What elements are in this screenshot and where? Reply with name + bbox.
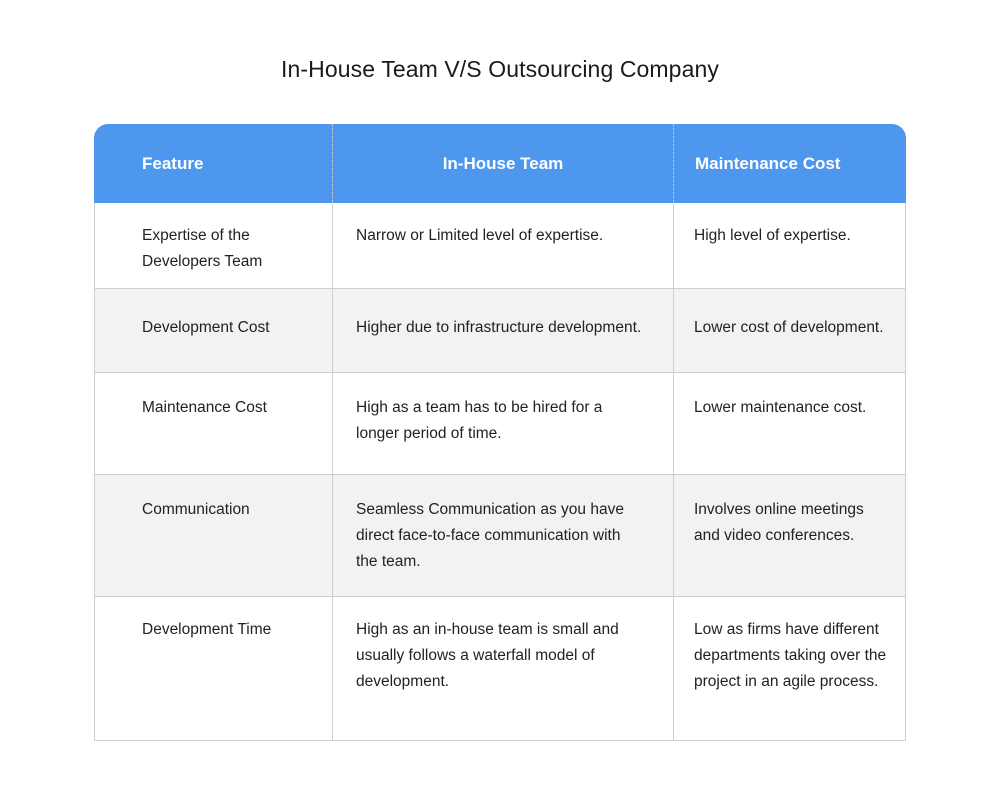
outsourcing-cell: Involves online meetings and video confe… [674,475,906,597]
in-house-text: Narrow or Limited level of expertise. [356,227,604,244]
in-house-text: High as an in-house team is small and us… [356,621,619,690]
in-house-cell: High as an in-house team is small and us… [333,597,674,741]
feature-cell: Communication [94,475,333,597]
outsourcing-cell: Lower maintenance cost. [674,373,906,475]
in-house-cell: Seamless Communication as you have direc… [333,475,674,597]
feature-cell: Maintenance Cost [94,373,333,475]
feature-cell: Expertise of the Developers Team [94,203,333,289]
feature-text: Communication [142,501,250,518]
table-header: Feature In-House Team Maintenance Cost [94,124,906,203]
column-header-feature: Feature [94,124,333,203]
in-house-text: Seamless Communication as you have direc… [356,501,624,570]
in-house-text: Higher due to infrastructure development… [356,319,642,336]
feature-cell: Development Cost [94,289,333,373]
feature-cell: Development Time [94,597,333,741]
outsourcing-cell: Low as firms have different departments … [674,597,906,741]
outsourcing-cell: Lower cost of development. [674,289,906,373]
outsourcing-cell: High level of expertise. [674,203,906,289]
feature-text: Development Time [142,621,272,638]
in-house-cell: Narrow or Limited level of expertise. [333,203,674,289]
table-row: Development Time High as an in-house tea… [94,597,906,741]
comparison-table: Feature In-House Team Maintenance Cost E… [94,124,906,741]
table-row: Development Cost Higher due to infrastru… [94,289,906,373]
comparison-table-container: Feature In-House Team Maintenance Cost E… [94,124,906,741]
outsourcing-text: High level of expertise. [694,227,851,244]
feature-text: Development Cost [142,319,270,336]
outsourcing-text: Lower maintenance cost. [694,399,867,416]
table-body: Expertise of the Developers Team Narrow … [94,203,906,741]
table-row: Expertise of the Developers Team Narrow … [94,203,906,289]
outsourcing-text: Low as firms have different departments … [694,621,887,690]
table-row: Maintenance Cost High as a team has to b… [94,373,906,475]
feature-text: Expertise of the Developers Team [142,227,263,270]
feature-text: Maintenance Cost [142,399,267,416]
in-house-cell: High as a team has to be hired for a lon… [333,373,674,475]
outsourcing-text: Lower cost of development. [694,319,884,336]
in-house-text: High as a team has to be hired for a lon… [356,399,603,442]
in-house-cell: Higher due to infrastructure development… [333,289,674,373]
column-header-outsourcing: Maintenance Cost [674,124,906,203]
table-row: Communication Seamless Communication as … [94,475,906,597]
outsourcing-text: Involves online meetings and video confe… [694,501,864,544]
page-title: In-House Team V/S Outsourcing Company [281,56,719,82]
column-header-in-house-team: In-House Team [333,124,674,203]
header-row: Feature In-House Team Maintenance Cost [94,124,906,203]
